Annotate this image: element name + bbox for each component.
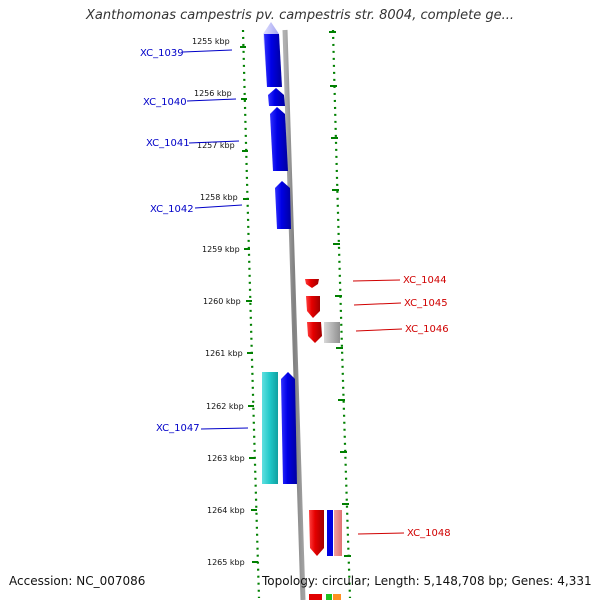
guide-rings <box>241 29 352 599</box>
tick-label: 1259 kbp <box>202 245 240 254</box>
tick-label: 1263 kbp <box>207 454 245 463</box>
accession-label: Accession: NC_007086 <box>9 574 146 588</box>
gene-label-xc1045[interactable]: XC_1045 <box>404 298 448 309</box>
gene-xc1048-pink <box>334 510 342 556</box>
tick-marks <box>240 31 351 563</box>
gene-xc1040 <box>268 88 285 106</box>
map-title: Xanthomonas campestris pv. campestris st… <box>86 8 514 23</box>
gene-xc1047-cyan <box>262 372 278 484</box>
gene-xc1044 <box>305 279 319 288</box>
gene-label-xc1041[interactable]: XC_1041 <box>146 138 190 149</box>
tick-label: 1257 kbp <box>197 141 235 150</box>
tick-label: 1264 kbp <box>207 506 245 515</box>
gene-label-xc1047[interactable]: XC_1047 <box>156 423 200 434</box>
gene-label-xc1048[interactable]: XC_1048 <box>407 528 451 539</box>
gene-label-xc1044[interactable]: XC_1044 <box>403 275 447 286</box>
gene-xc1041 <box>270 107 288 171</box>
reverse-strand-genes <box>305 279 342 600</box>
tick-label: 1261 kbp <box>205 349 243 358</box>
tick-label: 1260 kbp <box>203 297 241 306</box>
gene-label-xc1046[interactable]: XC_1046 <box>405 324 449 335</box>
right-label-leaders <box>352 279 405 535</box>
gene-bottom-green <box>326 594 332 600</box>
gene-xc1045 <box>306 296 320 318</box>
gene-xc1046-grey <box>324 322 340 343</box>
tick-label: 1262 kbp <box>206 402 244 411</box>
gene-label-xc1042[interactable]: XC_1042 <box>150 204 194 215</box>
gene-xc1042 <box>275 181 291 229</box>
tick-label: 1255 kbp <box>192 37 230 46</box>
tick-label: 1256 kbp <box>194 89 232 98</box>
genome-backbone <box>282 29 306 600</box>
gene-xc1047 <box>281 372 297 484</box>
gene-label-xc1040[interactable]: XC_1040 <box>143 97 187 108</box>
genome-summary: Topology: circular; Length: 5,148,708 bp… <box>262 574 592 588</box>
gene-xc1048-blue <box>327 510 333 556</box>
gene-xc1046 <box>307 322 322 343</box>
forward-strand-genes <box>262 22 297 484</box>
gene-label-xc1039[interactable]: XC_1039 <box>140 48 184 59</box>
gene-bottom-orange <box>333 594 341 600</box>
tick-label: 1265 kbp <box>207 558 245 567</box>
gene-bottom-red <box>309 594 322 600</box>
gene-xc1039-body <box>264 34 282 87</box>
left-label-leaders <box>182 49 249 430</box>
tick-label: 1258 kbp <box>200 193 238 202</box>
gene-xc1048 <box>309 510 324 556</box>
